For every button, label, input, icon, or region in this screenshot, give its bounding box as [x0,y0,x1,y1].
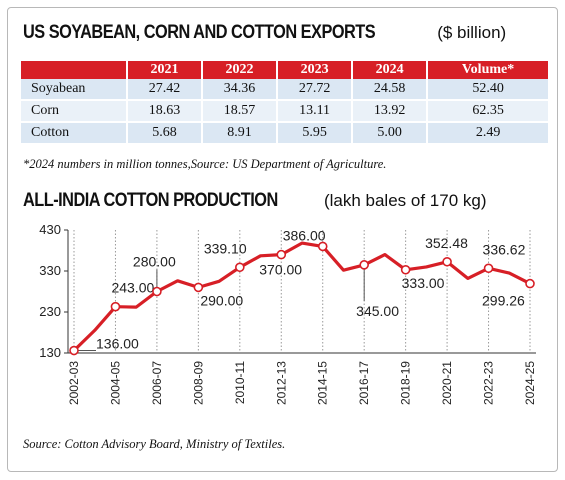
row-label: Soyabean [21,79,128,101]
data-label: 386.00 [283,227,326,243]
y-tick-label: 330 [39,263,61,278]
data-label: 339.10 [204,240,247,256]
table-cell: 8.91 [202,122,279,145]
table-row: Soyabean 27.42 34.36 27.72 24.58 52.40 [21,79,550,101]
table-cell: 34.36 [202,79,279,101]
table-cell: 13.11 [277,100,354,123]
x-tick-label: 2012-13 [274,361,288,405]
table-row: Cotton 5.68 8.91 5.95 5.00 2.49 [21,122,550,145]
data-point-marker [525,278,535,289]
data-label: 352.48 [425,235,468,251]
x-tick-label: 2014-15 [316,361,330,405]
table-title-main: US SOYABEAN, CORN AND COTTON EXPORTS [23,22,376,43]
data-label: 136.00 [96,336,139,352]
table-header-cell: Volume* [427,61,550,79]
chart-title-unit: (lakh bales of 170 kg) [319,191,487,210]
x-tick-label: 2024-25 [523,361,537,405]
table-header-cell: 2024 [352,61,429,79]
table-cell: 2.49 [427,122,550,145]
data-label: 290.00 [200,292,243,308]
panel-frame [7,7,558,472]
table-title: US SOYABEAN, CORN AND COTTON EXPORTS ($ … [23,22,506,44]
chart-source: Source: Cotton Advisory Board, Ministry … [23,437,286,451]
x-tick-label: 2016-17 [357,361,371,405]
table-cell: 18.63 [127,100,204,123]
data-label: 243.00 [111,280,154,296]
data-point-marker [400,264,411,275]
y-tick-label: 130 [39,345,61,360]
x-tick-label: 2018-19 [399,361,413,405]
y-tick-label: 430 [39,222,61,237]
data-point-marker [152,286,162,297]
table-footnote: *2024 numbers in million tonnes,Source: … [23,157,387,171]
table-row: Corn 18.63 18.57 13.11 13.92 62.35 [21,100,550,123]
x-tick-label: 2006-07 [150,361,164,405]
table-cell: 5.00 [352,122,429,145]
exports-table: 2021 2022 2023 2024 Volume* Soyabean 27.… [21,61,550,145]
data-point-marker [483,263,494,274]
x-tick-label: 2010-11 [233,361,247,404]
table-header-cell: 2023 [277,61,354,79]
series-line [72,241,532,353]
chart-title: ALL-INDIA COTTON PRODUCTION (lakh bales … [23,190,487,212]
data-point-marker [235,262,245,273]
data-label: 336.62 [483,241,526,257]
table-title-unit: ($ billion) [432,23,507,42]
data-point-marker [317,241,328,252]
x-tick-label: 2020-21 [440,361,454,405]
table-cell: 27.72 [277,79,354,101]
table-header-cell [21,61,128,79]
row-label: Corn [21,100,128,123]
data-point-marker [193,282,204,293]
table-header-cell: 2022 [202,61,279,79]
table-cell: 18.57 [202,100,279,123]
data-point-marker [110,301,121,312]
x-tick-label: 2008-09 [191,361,205,405]
data-label: 299.26 [482,293,525,309]
table-header-cell: 2021 [127,61,204,79]
table-cell: 52.40 [427,79,550,101]
data-label: 333.00 [402,275,445,291]
x-tick-label: 2002-03 [67,361,81,405]
table-cell: 27.42 [127,79,204,101]
table-header-row: 2021 2022 2023 2024 Volume* [21,61,550,79]
row-label: Cotton [21,122,128,145]
x-tick-label: 2004-05 [108,361,122,405]
data-label: 370.00 [259,262,302,278]
table-cell: 5.68 [127,122,204,145]
chart-title-main: ALL-INDIA COTTON PRODUCTION [23,190,278,211]
data-point-marker [69,345,79,356]
data-point-marker [276,249,287,260]
table-cell: 62.35 [427,100,550,123]
data-label: 345.00 [356,303,399,319]
table-cell: 24.58 [352,79,429,101]
table-cell: 5.95 [277,122,354,145]
x-tick-label: 2022-23 [482,361,496,405]
data-point-marker [442,256,452,267]
data-point-marker [359,260,369,270]
data-label: 280.00 [133,254,176,270]
y-tick-label: 230 [39,304,61,319]
table-cell: 13.92 [352,100,429,123]
